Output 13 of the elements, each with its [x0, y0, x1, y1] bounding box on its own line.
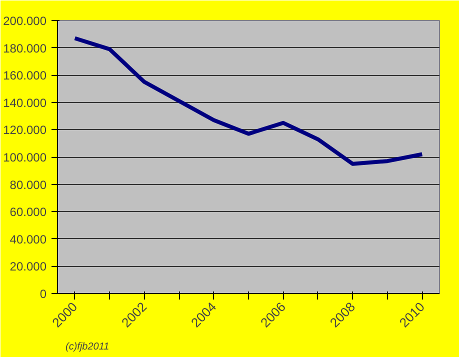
- y-tick-label: 80.000: [10, 178, 47, 192]
- y-tick-label: 20.000: [10, 260, 47, 274]
- y-tick-label: 120.000: [3, 123, 47, 138]
- y-tick-label: 60.000: [10, 205, 47, 220]
- y-tick-label: 0: [40, 287, 47, 301]
- y-tick-label: 140.000: [3, 96, 47, 110]
- line-series: [72, 36, 424, 166]
- y-tick-label: 100.000: [3, 150, 47, 164]
- y-tick-label: 200.000: [3, 14, 47, 28]
- y-tick-label: 40.000: [10, 232, 47, 246]
- text: (c)fjb2011: [66, 342, 110, 352]
- y-tick-label: 180.000: [3, 41, 47, 56]
- y-tick-label: 160.000: [3, 68, 47, 83]
